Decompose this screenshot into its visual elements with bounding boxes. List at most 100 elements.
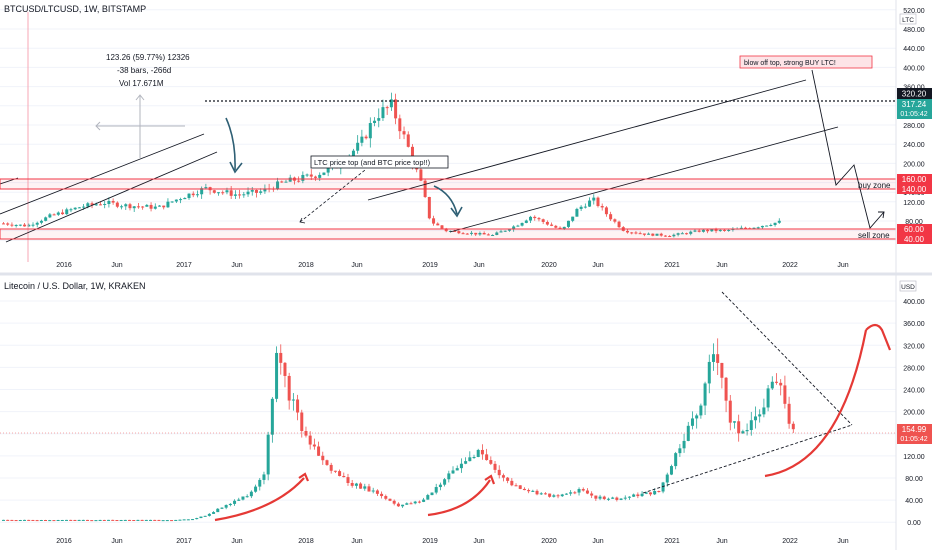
candle-body xyxy=(325,460,329,465)
candle-body xyxy=(682,440,686,449)
candle-body xyxy=(701,229,705,232)
candle-body xyxy=(82,206,86,208)
top-scale-label[interactable]: LTC xyxy=(902,17,914,24)
candle-body xyxy=(329,464,333,471)
candle-body xyxy=(98,204,102,206)
candle-body xyxy=(338,471,342,476)
candle-body xyxy=(455,468,459,471)
candle-body xyxy=(718,229,722,232)
bottom-price-tick: 400.00 xyxy=(903,299,925,306)
candle-body xyxy=(200,188,204,195)
candle-body xyxy=(119,520,123,522)
candle-body xyxy=(413,501,417,504)
candle-body xyxy=(216,508,220,513)
top-price-tick: 400.00 xyxy=(903,65,925,72)
candle-body xyxy=(2,519,5,521)
candle-body xyxy=(583,206,587,208)
candle-body xyxy=(430,492,434,496)
candle-body xyxy=(39,220,43,223)
candle-body xyxy=(56,212,60,215)
candle-body xyxy=(491,234,495,236)
candle-body xyxy=(585,490,589,494)
candle-body xyxy=(98,519,102,521)
candle-body xyxy=(590,493,594,496)
candle-body xyxy=(506,477,510,481)
candle-body xyxy=(65,519,69,521)
top-price-tick: 480.00 xyxy=(903,27,925,34)
candle-body xyxy=(558,227,562,229)
candle-body xyxy=(749,420,753,431)
candle-body xyxy=(368,123,372,139)
ltc-countdown: 01:05:42 xyxy=(900,436,927,443)
candle-body xyxy=(690,418,694,426)
ltc-usd-pane[interactable]: Litecoin / U.S. Dollar, 1W, KRAKEN 0.00 4… xyxy=(0,272,932,545)
candle-body xyxy=(564,493,568,495)
candle-body xyxy=(550,224,554,226)
candle-body xyxy=(228,503,232,506)
btc-ltc-countdown: 01:05:42 xyxy=(900,111,927,118)
candle-body xyxy=(575,208,579,217)
candle-body xyxy=(762,407,766,415)
drawings: 123.26 (59.77%) 12326 -38 bars, -266d Vo… xyxy=(0,12,897,522)
candle-body xyxy=(385,107,389,109)
candle-body xyxy=(392,500,396,504)
blue-down-arrow-1-head xyxy=(229,161,243,174)
candle-body xyxy=(426,495,430,500)
candle-body xyxy=(224,505,228,508)
candle-body xyxy=(136,519,140,521)
btc-ltc-pane[interactable]: BTCUSD/LTCUSD, 1W, BITSTAMP 40.0060.0080… xyxy=(0,0,925,270)
candle-body xyxy=(461,233,465,235)
candle-body xyxy=(296,399,300,413)
candle-body xyxy=(640,493,644,497)
candle-body xyxy=(14,224,18,226)
candle-body xyxy=(381,107,385,119)
top-time-label: 2019 xyxy=(422,262,438,269)
candle-body xyxy=(769,225,773,227)
candle-body xyxy=(314,176,317,178)
candle-body xyxy=(283,362,287,376)
blue-down-arrow-2-head xyxy=(450,206,463,218)
candle-body xyxy=(486,234,490,236)
bottom-price-axis[interactable]: 0.0040.0080.00120.00160.00200.00240.0028… xyxy=(903,299,925,527)
candle-body xyxy=(741,431,745,434)
candle-body xyxy=(648,492,652,495)
candle-body xyxy=(326,167,330,173)
candle-body xyxy=(571,216,575,221)
candle-body xyxy=(191,519,195,521)
candle-body xyxy=(436,223,440,226)
candle-body xyxy=(291,399,295,401)
candle-body xyxy=(229,190,233,196)
candle-body xyxy=(44,520,48,522)
candle-body xyxy=(655,233,659,236)
candle-body xyxy=(405,503,409,505)
candle-body xyxy=(779,382,783,386)
bottom-scale-label[interactable]: USD xyxy=(901,284,915,291)
candle-body xyxy=(245,496,249,498)
candle-body xyxy=(693,230,697,232)
candle-body xyxy=(402,131,406,135)
candle-body xyxy=(90,520,94,522)
candle-body xyxy=(714,229,718,232)
candle-body xyxy=(161,520,165,522)
candle-body xyxy=(18,520,22,522)
candle-body xyxy=(699,405,703,416)
candle-body xyxy=(409,503,413,505)
candle-body xyxy=(394,99,398,119)
candle-body xyxy=(766,388,770,408)
candle-body xyxy=(745,430,749,432)
zone-tag-40: 40.00 xyxy=(904,235,925,244)
top-time-axis: 2016 Jun 2017 Jun 2018 Jun 2019 Jun 2020 Jun 2021 J… xyxy=(56,262,849,269)
candle-body xyxy=(312,444,316,447)
bottom-price-tick: 320.00 xyxy=(903,343,925,350)
bottom-time-label: 2019 xyxy=(422,538,438,545)
candle-body xyxy=(665,474,669,483)
candle-body xyxy=(276,181,280,190)
candle-body xyxy=(630,232,634,234)
candle-body xyxy=(280,181,284,183)
candle-body xyxy=(166,201,170,208)
measure-text-2: -38 bars, -266d xyxy=(117,66,171,75)
candle-body xyxy=(512,226,516,230)
candle-body xyxy=(2,223,5,225)
candle-body xyxy=(18,224,22,226)
